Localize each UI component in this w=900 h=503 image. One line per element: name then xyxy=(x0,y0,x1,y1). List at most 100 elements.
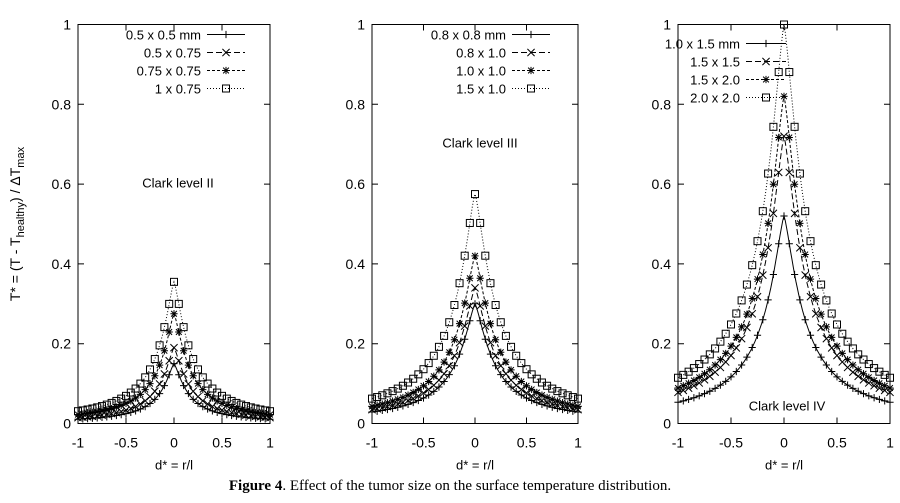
data-point xyxy=(160,323,169,332)
data-point xyxy=(548,403,556,411)
data-point xyxy=(743,353,751,361)
x-tick-label: 0 xyxy=(780,435,788,451)
data-point xyxy=(112,403,120,411)
data-point xyxy=(706,366,714,374)
legend-marker xyxy=(222,84,230,93)
data-point xyxy=(737,296,746,305)
data-point xyxy=(748,294,756,303)
data-point xyxy=(679,382,687,390)
data-point xyxy=(833,320,841,329)
data-point xyxy=(870,394,878,402)
data-point xyxy=(160,381,168,390)
x-tick-label: -0.5 xyxy=(411,435,435,451)
legend-label: 1.5 x 2.0 xyxy=(690,73,740,88)
data-point xyxy=(460,251,469,260)
data-point xyxy=(548,395,556,404)
data-point xyxy=(849,361,857,369)
data-point xyxy=(512,387,520,396)
data-point xyxy=(88,409,96,417)
x-tick-label: 1 xyxy=(886,435,894,451)
data-point xyxy=(886,398,894,406)
x-tick-label: 1 xyxy=(574,435,582,451)
data-point xyxy=(180,381,188,390)
data-point xyxy=(175,328,183,336)
data-point xyxy=(801,207,810,216)
y-tick-label: 1 xyxy=(63,17,71,33)
data-point xyxy=(738,323,746,331)
data-point xyxy=(213,397,221,405)
data-point xyxy=(732,367,740,376)
data-point xyxy=(174,299,183,308)
data-point xyxy=(880,370,889,379)
data-point xyxy=(222,394,231,403)
data-point xyxy=(227,396,236,405)
data-point xyxy=(695,373,703,381)
data-point xyxy=(389,397,397,405)
legend-label: 2.0 x 2.0 xyxy=(690,91,740,106)
data-point xyxy=(522,365,531,374)
data-point xyxy=(865,392,873,400)
data-point xyxy=(844,381,852,389)
data-point xyxy=(695,392,703,400)
data-point xyxy=(507,342,516,351)
legend-marker xyxy=(527,66,535,75)
data-point xyxy=(393,384,402,393)
data-point xyxy=(466,317,474,325)
y-tick-label: 0 xyxy=(663,416,671,432)
series-4 xyxy=(674,20,894,382)
data-point xyxy=(795,169,804,178)
data-point xyxy=(801,271,810,280)
data-point xyxy=(753,331,762,339)
data-point xyxy=(569,401,577,409)
data-point xyxy=(131,384,140,393)
data-point xyxy=(822,334,831,343)
data-point xyxy=(476,274,484,282)
data-point xyxy=(722,349,730,358)
data-point xyxy=(716,381,724,389)
data-point xyxy=(486,279,495,288)
data-point xyxy=(126,388,135,397)
data-point xyxy=(132,394,140,402)
data-point xyxy=(175,371,183,379)
data-point xyxy=(461,299,469,307)
data-point xyxy=(822,296,831,305)
data-point xyxy=(136,390,144,398)
data-point xyxy=(775,133,783,142)
data-point xyxy=(237,400,246,409)
data-point xyxy=(450,301,459,310)
data-point xyxy=(865,373,873,381)
data-point xyxy=(414,391,423,400)
data-point xyxy=(886,373,894,382)
data-point xyxy=(208,384,217,393)
y-tick-label: 0.2 xyxy=(52,336,72,352)
data-point xyxy=(785,68,794,77)
data-point xyxy=(774,68,783,77)
y-tick-label: 0.6 xyxy=(652,176,672,192)
data-point xyxy=(769,209,778,218)
data-point xyxy=(737,334,746,343)
data-point xyxy=(455,350,464,358)
data-point xyxy=(812,343,820,352)
data-point xyxy=(833,342,841,350)
legend-marker xyxy=(222,66,230,75)
data-point xyxy=(496,361,505,370)
data-point xyxy=(455,279,464,288)
data-point xyxy=(74,407,82,416)
legend-marker xyxy=(762,75,770,84)
panel-label: Clark level IV xyxy=(749,399,826,414)
data-point xyxy=(538,391,546,399)
y-tick-label: 0.2 xyxy=(346,336,366,352)
legend-marker xyxy=(762,93,770,102)
data-point xyxy=(445,361,454,370)
data-point xyxy=(399,393,407,402)
data-point xyxy=(373,401,381,409)
data-point xyxy=(517,377,525,386)
figure-caption: Figure 4. Effect of the tumor size on th… xyxy=(0,478,900,495)
data-point xyxy=(204,390,212,398)
data-point xyxy=(732,309,741,318)
y-tick-label: 0.2 xyxy=(652,336,672,352)
data-point xyxy=(753,292,762,301)
data-point xyxy=(742,323,751,332)
data-point xyxy=(155,379,164,388)
y-axis-label-part: ) / ΔT xyxy=(7,167,23,202)
